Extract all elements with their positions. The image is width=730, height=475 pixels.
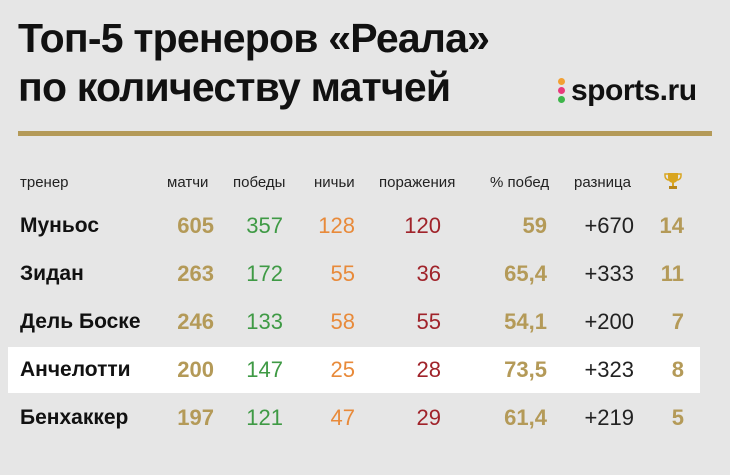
- losses-value: 28: [416, 357, 441, 382]
- page-title: Топ-5 тренеров «Реала» по количеству мат…: [18, 14, 490, 112]
- wins-value: 121: [246, 405, 283, 430]
- win-pct-value: 65,4: [504, 261, 547, 286]
- win-pct-value: 73,5: [504, 357, 547, 382]
- sports-ru-logo: sports.ru: [556, 74, 697, 108]
- logo-dots-icon: [556, 75, 568, 107]
- table-row: Дель Боске 246 133 58 55 54,1 +200 7: [0, 299, 730, 345]
- win-pct-value: 54,1: [504, 309, 547, 334]
- table-row: Бенхаккер 197 121 47 29 61,4 +219 5: [0, 395, 730, 441]
- diff-value: +200: [584, 309, 634, 334]
- coach-name: Бенхаккер: [20, 406, 129, 429]
- table-row: Муньос 605 357 128 120 59 +670 14: [0, 203, 730, 249]
- trophies-value: 5: [671, 405, 684, 430]
- losses-value: 29: [416, 405, 441, 430]
- table-header: тренер матчи победы ничьи поражения % по…: [0, 168, 730, 196]
- win-pct-value: 61,4: [504, 405, 547, 430]
- diff-value: +219: [584, 405, 634, 430]
- wins-value: 133: [246, 309, 283, 334]
- title-line-1: Топ-5 тренеров «Реала»: [18, 15, 490, 61]
- wins-value: 147: [246, 357, 283, 382]
- coach-name: Анчелотти: [20, 358, 131, 381]
- header-coach: тренер: [20, 174, 69, 191]
- wins-value: 172: [246, 261, 283, 286]
- trophies-value: 7: [671, 309, 684, 334]
- losses-value: 36: [416, 261, 441, 286]
- header-wins: победы: [233, 174, 286, 191]
- header-draws: ничьи: [314, 174, 355, 191]
- draws-value: 55: [330, 261, 355, 286]
- matches-value: 246: [177, 309, 214, 334]
- draws-value: 58: [330, 309, 355, 334]
- losses-value: 120: [404, 213, 441, 238]
- title-divider: [18, 131, 712, 136]
- losses-value: 55: [416, 309, 441, 334]
- table-row: Анчелотти 200 147 25 28 73,5 +323 8: [8, 347, 700, 393]
- trophies-value: 14: [659, 213, 684, 238]
- draws-value: 47: [330, 405, 355, 430]
- trophies-value: 11: [660, 261, 684, 286]
- matches-value: 263: [177, 261, 214, 286]
- matches-value: 605: [177, 213, 214, 238]
- coach-name: Муньос: [20, 214, 99, 237]
- title-line-2: по количеству матчей: [18, 64, 451, 110]
- matches-value: 200: [177, 357, 214, 382]
- header-matches: матчи: [167, 174, 209, 191]
- trophies-value: 8: [671, 357, 684, 382]
- trophy-icon: [664, 173, 682, 189]
- diff-value: +333: [584, 261, 634, 286]
- matches-value: 197: [177, 405, 214, 430]
- draws-value: 128: [318, 213, 355, 238]
- draws-value: 25: [330, 357, 355, 382]
- win-pct-value: 59: [522, 213, 547, 238]
- wins-value: 357: [246, 213, 283, 238]
- header-diff: разница: [574, 174, 631, 191]
- coach-name: Зидан: [20, 262, 84, 285]
- logo-text: sports.ru: [571, 74, 697, 107]
- diff-value: +323: [584, 357, 634, 382]
- diff-value: +670: [584, 213, 634, 238]
- header-losses: поражения: [379, 174, 456, 191]
- table-row: Зидан 263 172 55 36 65,4 +333 11: [0, 251, 730, 297]
- coach-name: Дель Боске: [20, 310, 141, 333]
- header-win-pct: % побед: [490, 174, 550, 191]
